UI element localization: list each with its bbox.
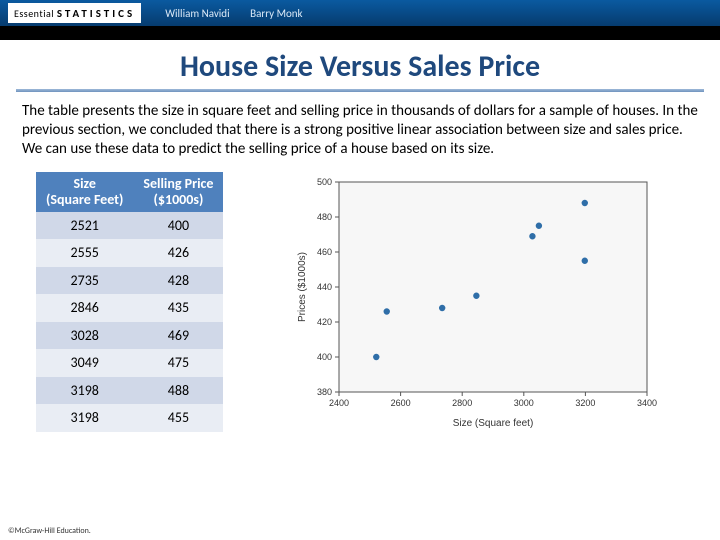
table-row: 3049475 bbox=[36, 349, 223, 376]
cell-price: 488 bbox=[133, 377, 223, 404]
header-divider bbox=[0, 26, 720, 40]
cell-size: 3198 bbox=[36, 377, 133, 404]
cell-size: 2521 bbox=[36, 212, 133, 239]
publisher-header: Essential STATISTICS William Navidi Barr… bbox=[0, 0, 720, 26]
cell-size: 3198 bbox=[36, 404, 133, 432]
col-header-size-a: Size bbox=[73, 175, 95, 192]
svg-text:380: 380 bbox=[317, 387, 332, 397]
table-row: 2846435 bbox=[36, 294, 223, 321]
table-row: 2735428 bbox=[36, 267, 223, 294]
body-paragraph: The table presents the size in square fe… bbox=[0, 92, 720, 166]
svg-text:3400: 3400 bbox=[637, 398, 657, 408]
content-row: Size (Square Feet) Selling Price ($1000s… bbox=[0, 166, 720, 432]
table-row: 3028469 bbox=[36, 322, 223, 349]
svg-text:2600: 2600 bbox=[390, 398, 410, 408]
svg-text:2400: 2400 bbox=[329, 398, 349, 408]
svg-text:440: 440 bbox=[317, 282, 332, 292]
scatter-chart: 380 400 420 440 460 480 500 2400 2600 2800 3000 320… bbox=[291, 172, 661, 432]
svg-text:3200: 3200 bbox=[575, 398, 595, 408]
table-row: 3198488 bbox=[36, 377, 223, 404]
cell-price: 435 bbox=[133, 294, 223, 321]
svg-text:480: 480 bbox=[317, 212, 332, 222]
svg-text:Size (Square feet): Size (Square feet) bbox=[452, 418, 533, 429]
brand-badge: Essential STATISTICS bbox=[8, 3, 141, 23]
cell-size: 2735 bbox=[36, 267, 133, 294]
cell-size: 2555 bbox=[36, 239, 133, 266]
col-header-size-b: (Square Feet) bbox=[46, 191, 123, 208]
table-row: 2521400 bbox=[36, 212, 223, 239]
cell-size: 2846 bbox=[36, 294, 133, 321]
cell-price: 455 bbox=[133, 404, 223, 432]
data-table: Size (Square Feet) Selling Price ($1000s… bbox=[36, 172, 223, 432]
brand-small: Essential bbox=[14, 7, 54, 20]
table-row: 3198455 bbox=[36, 404, 223, 432]
author-2: Barry Monk bbox=[250, 7, 302, 20]
svg-text:2800: 2800 bbox=[452, 398, 472, 408]
svg-text:420: 420 bbox=[317, 317, 332, 327]
col-header-price-a: Selling Price bbox=[143, 175, 213, 192]
col-header-price: Selling Price ($1000s) bbox=[133, 172, 223, 212]
svg-text:500: 500 bbox=[317, 177, 332, 187]
cell-price: 426 bbox=[133, 239, 223, 266]
cell-price: 475 bbox=[133, 349, 223, 376]
scatter-chart-wrap: 380 400 420 440 460 480 500 2400 2600 2800 3000 320… bbox=[243, 172, 708, 432]
copyright-footer: ©McGraw-Hill Education. bbox=[8, 526, 91, 536]
svg-text:3000: 3000 bbox=[514, 398, 534, 408]
cell-price: 428 bbox=[133, 267, 223, 294]
col-header-size: Size (Square Feet) bbox=[36, 172, 133, 212]
svg-text:400: 400 bbox=[317, 352, 332, 362]
svg-text:Prices ($1000s): Prices ($1000s) bbox=[297, 252, 308, 322]
author-1: William Navidi bbox=[165, 7, 229, 20]
slide-title: House Size Versus Sales Price bbox=[0, 40, 720, 89]
cell-size: 3028 bbox=[36, 322, 133, 349]
authors: William Navidi Barry Monk bbox=[165, 7, 320, 20]
col-header-price-b: ($1000s) bbox=[154, 191, 204, 208]
cell-price: 469 bbox=[133, 322, 223, 349]
svg-text:460: 460 bbox=[317, 247, 332, 257]
brand-big: STATISTICS bbox=[57, 7, 135, 20]
cell-price: 400 bbox=[133, 212, 223, 239]
table-row: 2555426 bbox=[36, 239, 223, 266]
cell-size: 3049 bbox=[36, 349, 133, 376]
